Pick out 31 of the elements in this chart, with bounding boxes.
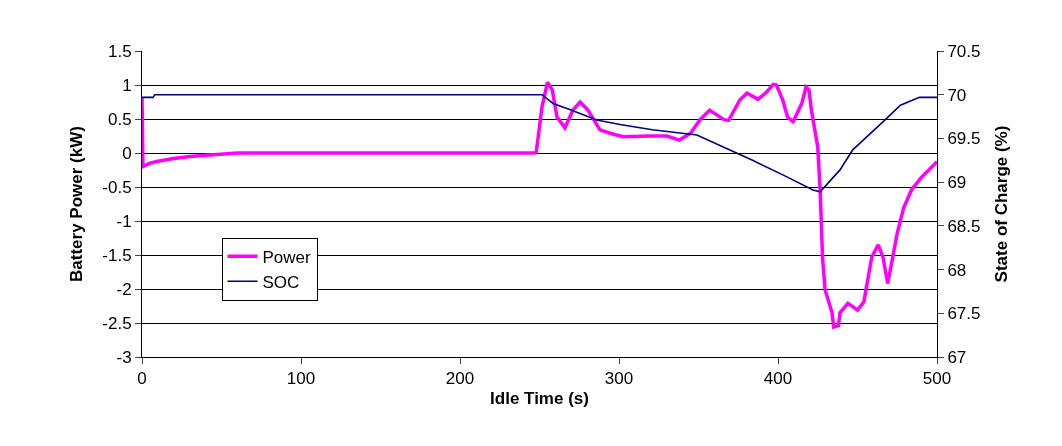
x-tick-label: 400 (763, 369, 793, 389)
y2-tick-label: 70 (947, 85, 967, 105)
y-tick-label: -0.5 (102, 177, 132, 197)
x-tick-label: 500 (922, 369, 952, 389)
x-tick-label: 200 (445, 369, 475, 389)
y2-axis-title: State of Charge (%) (991, 125, 1011, 283)
y-tick-label: -1.5 (102, 245, 132, 265)
y2-tick-label: 68.5 (947, 216, 981, 236)
y2-tick-label: 68 (947, 260, 967, 280)
y2-tick-label: 69.5 (947, 129, 981, 149)
line-series (142, 80, 937, 329)
y-axis-title: Battery Power (kW) (66, 126, 86, 282)
y-tick-label: -2 (116, 279, 132, 299)
x-tick-label: 100 (286, 369, 316, 389)
y-tick-label: -2.5 (102, 313, 132, 333)
x-axis-title: Idle Time (s) (490, 388, 589, 408)
y-tick-label: 1.5 (107, 41, 132, 61)
legend-label: Power (262, 247, 312, 267)
y2-tick-label: 69 (947, 173, 967, 193)
y2-tick-label: 67 (947, 347, 967, 367)
x-tick-label: 0 (137, 369, 147, 389)
y-tick-label: 1 (122, 75, 132, 95)
legend-label: SOC (262, 272, 300, 292)
y-tick-label: 0.5 (107, 109, 132, 129)
y-tick-label: 0 (122, 143, 132, 163)
y2-tick-label: 70.5 (947, 41, 981, 61)
y-tick-label: -3 (116, 347, 132, 367)
y-tick-label: -1 (116, 211, 132, 231)
x-tick-label: 300 (604, 369, 634, 389)
line-series (142, 93, 937, 193)
y2-tick-label: 67.5 (947, 304, 981, 324)
